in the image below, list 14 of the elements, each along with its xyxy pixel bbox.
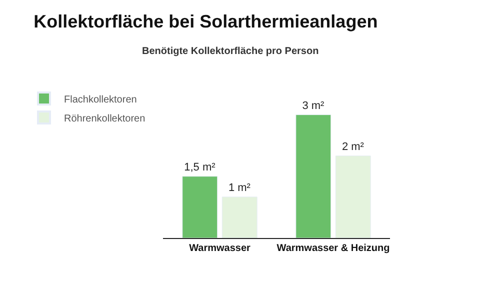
bar [335,156,371,238]
bar [182,176,218,238]
chart-subtitle: Benötigte Kollektorfläche pro Person [142,46,319,57]
chart-title: Kollektorfläche bei Solarthermieanlagen [34,12,378,32]
x-tick-label: Warmwasser & Heizung [276,243,390,254]
legend-label: Röhrenkollektoren [64,113,146,124]
data-label: 1 m² [228,182,251,194]
bar [222,196,258,238]
legend-label: Flachkollektoren [64,94,137,106]
data-label: 1,5 m² [184,161,216,174]
data-label: 2 m² [342,140,364,153]
x-tick-label: Warmwasser [189,243,251,254]
bar [296,114,332,238]
data-label: 3 m² [302,100,325,112]
